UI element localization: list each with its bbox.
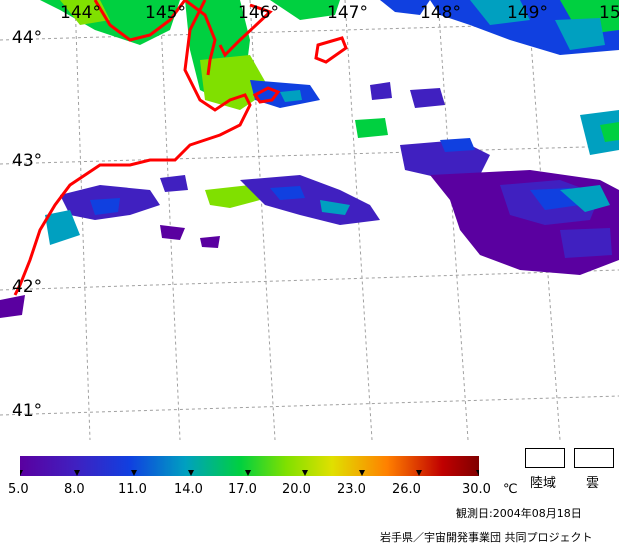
- sst-patches: [0, 0, 619, 318]
- sea-surface-temperature-map: [0, 0, 619, 440]
- colorbar-tick-26: 26.0: [392, 482, 421, 497]
- graticule: [0, 0, 619, 440]
- colorbar-tick-30: 30.0: [462, 482, 491, 497]
- longitude-label-147: 147°: [327, 3, 368, 23]
- latitude-label-41: 41°: [12, 401, 43, 421]
- colorbar-tick-20: 20.0: [282, 482, 311, 497]
- latitude-label-43: 43°: [12, 151, 43, 171]
- latitude-label-44: 44°: [12, 28, 43, 48]
- cloud-legend-label: 雲: [586, 476, 600, 491]
- coastline: [13, 0, 348, 296]
- colorbar-tick-5: 5.0: [8, 482, 29, 497]
- longitude-label-144: 144°: [60, 3, 101, 23]
- temperature-colorbar: [20, 456, 479, 476]
- land-legend-swatch: [525, 448, 565, 468]
- longitude-label-145: 145°: [145, 3, 186, 23]
- longitude-label-146: 146°: [238, 3, 279, 23]
- land-legend-label: 陸域: [530, 476, 557, 491]
- credit-text: 岩手県／宇宙開発事業団 共同プロジェクト: [380, 531, 593, 544]
- longitude-label-150: 15: [599, 3, 619, 23]
- cloud-legend-swatch: [574, 448, 614, 468]
- latitude-label-42: 42°: [12, 277, 43, 297]
- longitude-label-148: 148°: [420, 3, 461, 23]
- longitude-label-149: 149°: [507, 3, 548, 23]
- colorbar-tick-11: 11.0: [118, 482, 147, 497]
- observation-date: 観測日:2004年08月18日: [456, 507, 582, 520]
- colorbar-tick-23: 23.0: [337, 482, 366, 497]
- colorbar-tick-17: 17.0: [228, 482, 257, 497]
- colorbar-tick-8: 8.0: [64, 482, 85, 497]
- temperature-unit: ℃: [503, 482, 518, 497]
- colorbar-tick-14: 14.0: [174, 482, 203, 497]
